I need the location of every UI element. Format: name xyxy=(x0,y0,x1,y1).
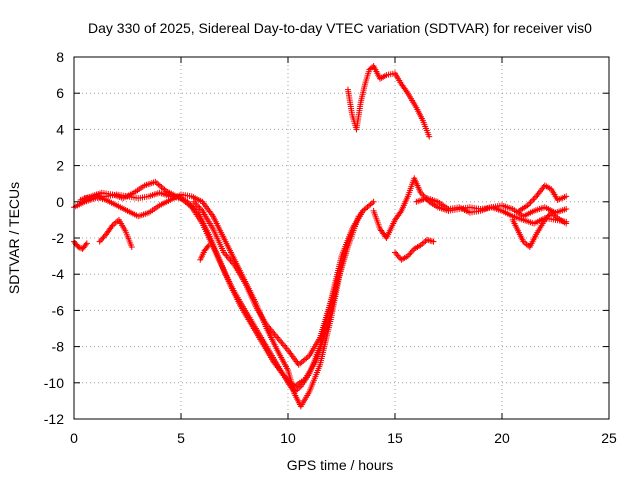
data-series xyxy=(392,236,437,263)
data-series xyxy=(96,216,135,251)
series-markers xyxy=(509,209,570,251)
data-series xyxy=(190,198,345,368)
series-markers xyxy=(392,236,437,263)
series-markers xyxy=(96,216,135,251)
data-series xyxy=(509,209,570,251)
grid xyxy=(74,57,609,419)
y-tick-label: -12 xyxy=(44,411,64,427)
x-tick-label: 20 xyxy=(494,430,510,446)
data-series xyxy=(516,182,570,214)
y-tick-label: 8 xyxy=(56,49,64,65)
y-tick-label: 6 xyxy=(56,85,64,101)
data-series xyxy=(344,63,433,140)
x-tick-label: 10 xyxy=(280,430,296,446)
y-tick-label: -4 xyxy=(52,266,65,282)
series-markers xyxy=(197,242,212,263)
y-tick-label: -2 xyxy=(52,230,65,246)
chart-title: Day 330 of 2025, Sidereal Day-to-day VTE… xyxy=(88,20,592,36)
series-markers xyxy=(190,198,345,368)
y-tick-label: -6 xyxy=(52,302,65,318)
axis-ticks: 0 5 10 15 20 25 -12 -10 -8 -6 -4 -2 0 2 4 6 8 xyxy=(44,49,617,446)
plot-area xyxy=(71,63,570,410)
y-axis-title: SDTVAR / TECUs xyxy=(6,182,22,294)
x-tick-label: 25 xyxy=(601,430,617,446)
data-series xyxy=(197,242,212,263)
series-markers xyxy=(516,182,570,214)
x-tick-label: 15 xyxy=(387,430,403,446)
y-tick-label: 0 xyxy=(56,194,64,210)
y-tick-label: -10 xyxy=(44,375,64,391)
y-tick-label: 2 xyxy=(56,158,64,174)
x-axis-title: GPS time / hours xyxy=(287,457,394,473)
y-tick-label: -8 xyxy=(52,339,65,355)
x-tick-label: 5 xyxy=(177,430,185,446)
series-markers xyxy=(344,63,433,140)
y-tick-label: 4 xyxy=(56,121,64,137)
x-tick-label: 0 xyxy=(70,430,78,446)
